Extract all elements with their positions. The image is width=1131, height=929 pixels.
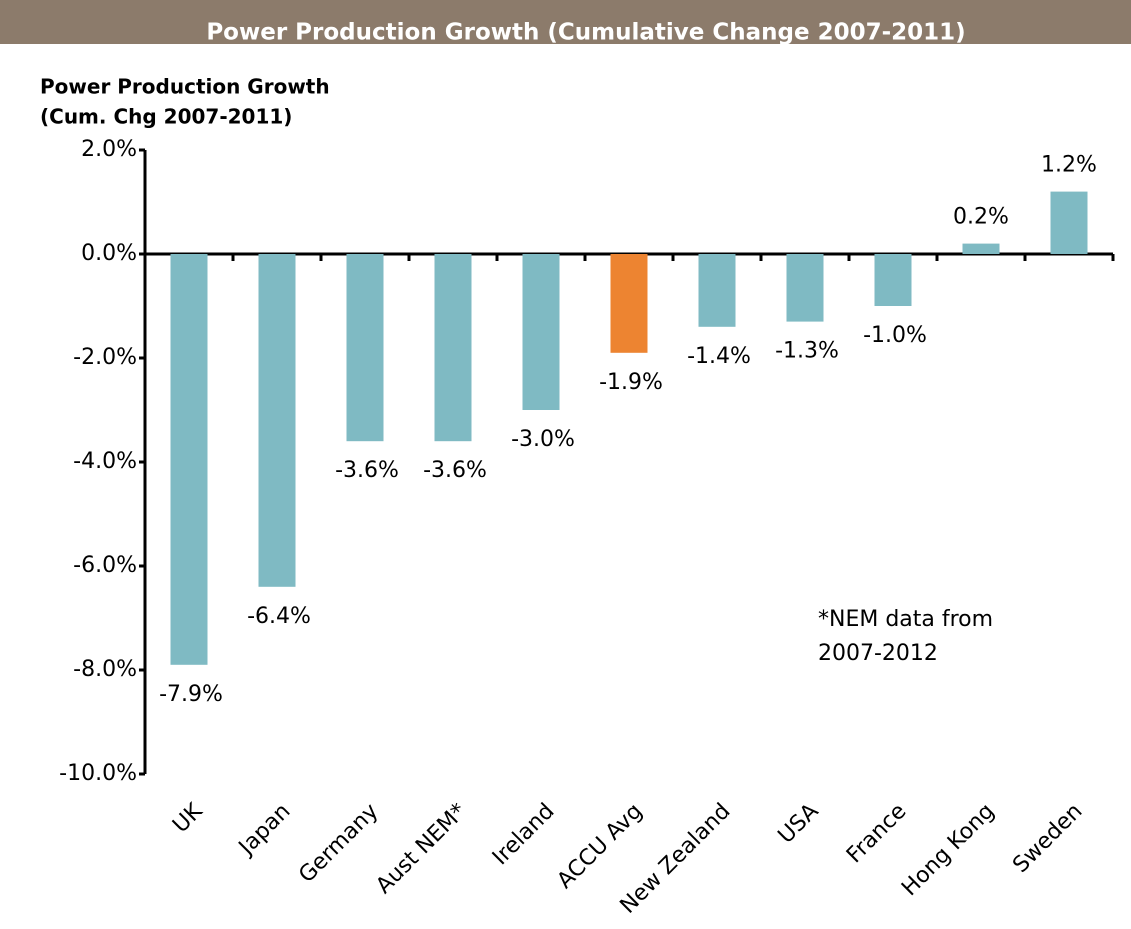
bar	[170, 254, 208, 665]
bar	[346, 254, 384, 442]
y-axis-label: Power Production Growth	[40, 75, 330, 99]
x-tick-label: Hong Kong	[897, 799, 999, 901]
x-tick-label: Sweden	[1008, 799, 1087, 878]
x-tick-label: ACCU Avg	[553, 799, 648, 894]
chart-title: Power Production Growth (Cumulative Chan…	[206, 20, 965, 46]
x-tick-label: UK	[168, 798, 208, 838]
bar	[786, 254, 824, 322]
y-tick-label: -4.0%	[73, 449, 137, 474]
bar	[434, 254, 472, 442]
bar	[522, 254, 560, 410]
bar	[610, 254, 648, 353]
data-label: -1.3%	[775, 339, 839, 364]
x-tick-label: Ireland	[488, 799, 559, 870]
data-label: -3.0%	[511, 427, 575, 452]
title-banner	[0, 0, 1131, 44]
data-label: -3.6%	[335, 458, 399, 483]
x-tick-label: France	[842, 799, 911, 868]
data-label: -1.9%	[599, 370, 663, 395]
y-tick-label: 2.0%	[81, 137, 137, 162]
x-tick-label: USA	[774, 799, 824, 849]
annotation: *NEM data from	[818, 607, 993, 632]
data-label: -6.4%	[247, 604, 311, 629]
y-tick-label: -10.0%	[59, 761, 137, 786]
bar	[874, 254, 912, 306]
data-label: -1.4%	[687, 344, 751, 369]
bar	[962, 243, 1000, 254]
y-tick-label: -6.0%	[73, 553, 137, 578]
y-axis-label: (Cum. Chg 2007-2011)	[40, 105, 292, 129]
x-tick-label: Germany	[294, 799, 383, 888]
bar	[258, 254, 296, 587]
y-tick-label: -8.0%	[73, 657, 137, 682]
bar	[698, 254, 736, 327]
annotation: 2007-2012	[818, 641, 938, 666]
data-label: -7.9%	[159, 682, 223, 707]
data-label: 0.2%	[953, 205, 1009, 230]
data-label: 1.2%	[1041, 153, 1097, 178]
y-tick-label: -2.0%	[73, 345, 137, 370]
y-tick-label: 0.0%	[81, 241, 137, 266]
x-tick-label: Japan	[233, 799, 295, 861]
data-label: -3.6%	[423, 458, 487, 483]
data-label: -1.0%	[863, 323, 927, 348]
x-tick-label: Aust NEM*	[371, 799, 471, 899]
bar	[1050, 191, 1088, 254]
